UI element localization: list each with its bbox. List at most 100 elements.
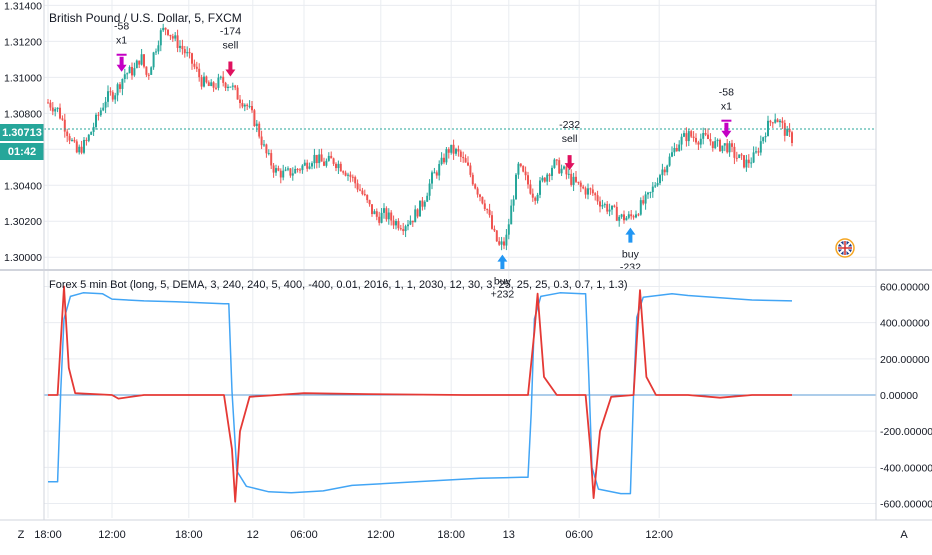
candle-body — [786, 128, 789, 136]
buy-arrow-icon — [497, 254, 508, 270]
candle-body — [263, 144, 265, 146]
scale-log-toggle[interactable]: Z — [18, 529, 25, 541]
candle-body — [409, 220, 412, 225]
marker-sublabel: +232 — [491, 289, 515, 301]
indicator-lines — [48, 285, 793, 503]
candle-body — [219, 76, 222, 78]
exit-arrow-icon — [721, 122, 732, 138]
indicator-tick-label: -200.00000 — [880, 426, 932, 438]
candle-body — [570, 173, 573, 185]
candle-body — [54, 109, 57, 112]
candle-body — [536, 194, 539, 201]
sell-signal-marker: -174 sell — [220, 26, 241, 77]
candle-body — [217, 77, 220, 88]
marker-label: -58 — [719, 87, 734, 99]
time-axis[interactable]: 18:00 12:00 18:00 12 06:00 12:00 18:00 13 06:00 1… — [34, 529, 673, 541]
candle-body — [558, 160, 561, 174]
candle-body — [272, 165, 275, 173]
candle-body — [164, 27, 167, 30]
candle-body — [707, 134, 709, 139]
candle-body — [752, 152, 755, 163]
time-tick-label: 12 — [247, 529, 259, 541]
candle-body — [527, 175, 529, 185]
candle-body — [455, 149, 457, 154]
candle-body — [740, 154, 743, 156]
candle-body — [548, 174, 551, 176]
uk-flag-icon[interactable] — [835, 238, 855, 258]
candle-body — [183, 49, 186, 54]
candle-body — [759, 141, 762, 153]
candle-body — [719, 139, 721, 152]
candle-body — [495, 230, 498, 242]
symbol-title: British Pound / U.S. Dollar, 5, FXCM — [49, 11, 242, 25]
marker-sublabel: sell — [562, 133, 578, 145]
time-tick-label: 12:00 — [367, 529, 395, 541]
candle-body — [97, 114, 100, 116]
candle-body — [721, 145, 724, 152]
candle-body — [399, 228, 402, 230]
candle-body — [584, 188, 587, 195]
candle-body — [354, 177, 357, 184]
marker-label: buy — [494, 276, 512, 288]
candle-body — [635, 214, 637, 218]
price-badge: 1.30713 01:42 — [0, 124, 44, 160]
candle-body — [397, 220, 400, 229]
candle-body — [731, 143, 733, 147]
indicator-pane[interactable]: Forex 5 min Bot (long, 5, DEMA, 3, 240, … — [44, 279, 876, 503]
candle-body — [541, 177, 544, 181]
candle-body — [687, 131, 690, 142]
candle-body — [443, 157, 445, 163]
candle-body — [339, 163, 342, 172]
candle-body — [342, 171, 345, 173]
candle-body — [757, 151, 760, 153]
buy-arrow-icon — [625, 227, 636, 243]
time-tick-label: 06:00 — [565, 529, 593, 541]
candle-body — [315, 154, 318, 164]
candle-body — [255, 123, 258, 127]
candle-body — [503, 241, 505, 246]
candle-body — [138, 60, 141, 65]
candle-body — [469, 165, 472, 175]
candle-body — [308, 166, 311, 169]
candle-body — [335, 163, 337, 169]
candle-body — [95, 114, 97, 128]
candle-body — [313, 154, 316, 164]
indicator-axis[interactable]: 600.00000 400.00000 200.00000 0.00000 -200.0… — [880, 281, 932, 510]
candle-body — [383, 208, 385, 213]
candle-body — [546, 174, 549, 182]
candle-body — [675, 147, 678, 152]
candle-body — [582, 186, 585, 189]
candle-body — [630, 214, 633, 217]
candle-body — [462, 156, 465, 159]
candle-body — [131, 66, 133, 76]
candle-body — [623, 214, 625, 221]
candle-body — [344, 172, 347, 176]
candle-body — [505, 234, 508, 246]
candle-body — [222, 76, 225, 83]
candle-body — [481, 196, 484, 204]
candle-body — [683, 133, 685, 137]
candle-body — [659, 175, 661, 184]
candle-body — [431, 172, 433, 184]
candle-body — [639, 200, 642, 215]
time-tick-label: 18:00 — [437, 529, 465, 541]
candle-body — [666, 165, 669, 173]
candle-body — [402, 229, 405, 232]
candle-body — [579, 182, 582, 187]
price-tick-label: 1.31200 — [4, 36, 42, 48]
candle-body — [762, 137, 765, 142]
candle-body — [577, 181, 580, 183]
candle-body — [234, 85, 237, 88]
candle-body — [572, 176, 575, 185]
candle-body — [291, 173, 294, 176]
marker-sublabel: sell — [223, 40, 239, 52]
candle-body — [419, 200, 421, 217]
candle-body — [102, 107, 105, 111]
candle-body — [479, 194, 481, 197]
candle-body — [150, 67, 153, 75]
candle-body — [85, 139, 88, 141]
scale-auto-toggle[interactable]: A — [900, 529, 908, 541]
price-pane[interactable]: -58x1-174sellbuy+232-232sellbuy-232-58x1… — [44, 11, 876, 301]
